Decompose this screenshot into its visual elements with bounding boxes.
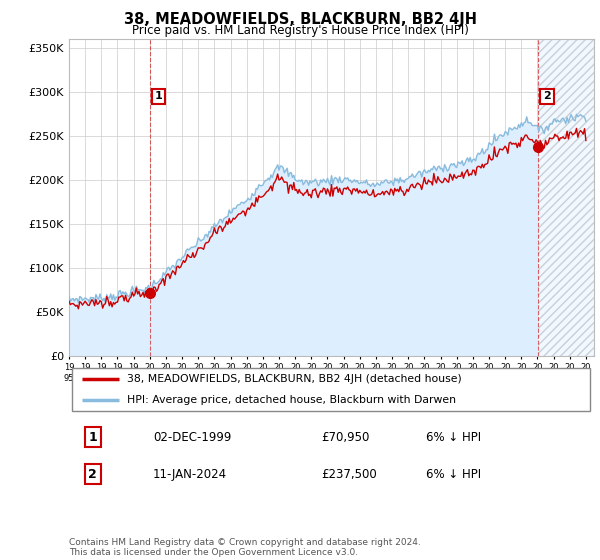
Text: £70,950: £70,950 <box>321 431 370 444</box>
Text: Price paid vs. HM Land Registry's House Price Index (HPI): Price paid vs. HM Land Registry's House … <box>131 24 469 37</box>
Text: 2: 2 <box>543 91 551 101</box>
Text: 6% ↓ HPI: 6% ↓ HPI <box>426 468 481 481</box>
Text: 38, MEADOWFIELDS, BLACKBURN, BB2 4JH (detached house): 38, MEADOWFIELDS, BLACKBURN, BB2 4JH (de… <box>127 374 461 384</box>
Text: 6% ↓ HPI: 6% ↓ HPI <box>426 431 481 444</box>
Text: 1: 1 <box>88 431 97 444</box>
Text: 1: 1 <box>155 91 163 101</box>
Text: £237,500: £237,500 <box>321 468 377 481</box>
FancyBboxPatch shape <box>71 368 590 411</box>
Text: 2: 2 <box>88 468 97 481</box>
Bar <box>538 39 594 356</box>
Text: HPI: Average price, detached house, Blackburn with Darwen: HPI: Average price, detached house, Blac… <box>127 395 456 405</box>
Text: 02-DEC-1999: 02-DEC-1999 <box>153 431 232 444</box>
Text: Contains HM Land Registry data © Crown copyright and database right 2024.
This d: Contains HM Land Registry data © Crown c… <box>69 538 421 557</box>
Text: 38, MEADOWFIELDS, BLACKBURN, BB2 4JH: 38, MEADOWFIELDS, BLACKBURN, BB2 4JH <box>124 12 476 27</box>
Text: 11-JAN-2024: 11-JAN-2024 <box>153 468 227 481</box>
